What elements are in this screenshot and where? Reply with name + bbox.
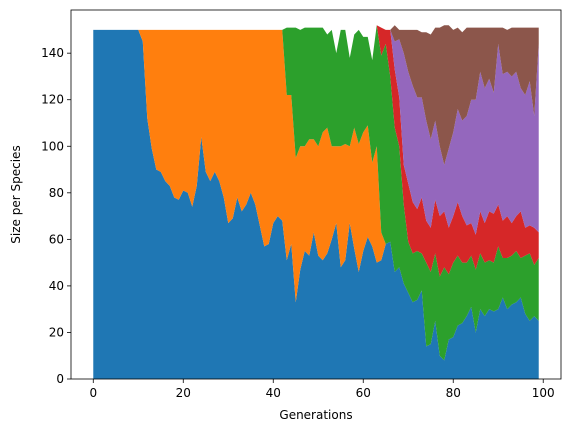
y-tick-label: 120: [41, 93, 64, 107]
area-series-6: [93, 25, 539, 165]
area-series-2: [93, 29, 539, 361]
area-series-1: [93, 29, 539, 380]
y-tick-label: 140: [41, 46, 64, 60]
area-series-5: [93, 25, 539, 235]
x-axis-label: Generations: [279, 408, 352, 422]
area-series-4: [93, 25, 539, 277]
x-tick-label: 0: [89, 386, 97, 400]
y-axis-label: Size per Species: [9, 145, 23, 243]
x-tick-label: 100: [532, 386, 555, 400]
x-tick-label: 40: [266, 386, 281, 400]
plot-frame: [70, 9, 562, 380]
y-tick-label: 80: [49, 186, 64, 200]
x-tick-label: 80: [446, 386, 461, 400]
x-tick-label: 60: [356, 386, 371, 400]
x-axis-ticks: 0 20 40 60 80 100: [89, 379, 555, 400]
area-series-group: [93, 25, 539, 380]
x-tick-label: 20: [176, 386, 191, 400]
y-tick-label: 0: [56, 372, 64, 386]
y-tick-label: 20: [49, 325, 64, 339]
area-series-3: [93, 25, 539, 361]
y-tick-label: 60: [49, 232, 64, 246]
y-tick-label: 100: [41, 139, 64, 153]
y-tick-label: 40: [49, 279, 64, 293]
y-axis-ticks: 0 20 40 60 80 100 120 140: [41, 46, 71, 386]
